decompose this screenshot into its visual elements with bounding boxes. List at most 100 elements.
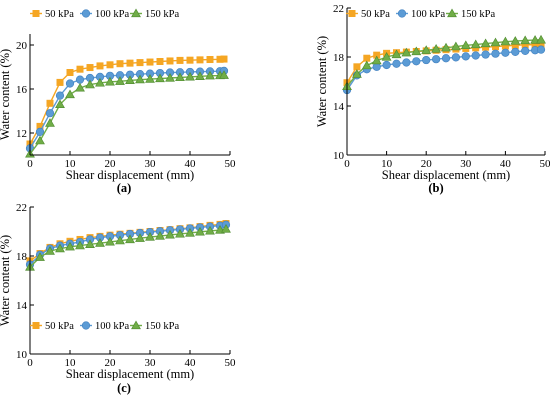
data-point-s2-13 [155, 231, 165, 240]
data-point-s1-4 [65, 79, 75, 88]
legend-label-2: 150 kPa [145, 9, 179, 20]
data-point-s2-20 [219, 70, 229, 79]
data-point-s2-15 [175, 72, 185, 82]
x-tick-label: 0 [344, 158, 350, 170]
legend-marker-2 [131, 8, 141, 18]
data-point-s2-4 [65, 89, 75, 99]
x-tick-label: 10 [381, 158, 393, 170]
data-point-s1-20 [536, 45, 546, 54]
data-point-s2-4 [381, 51, 392, 61]
legend-marker-0 [348, 10, 356, 18]
data-point-s2-15 [175, 228, 185, 238]
data-point-s2-7 [95, 238, 105, 247]
x-tick-label: 0 [27, 158, 33, 170]
data-point-s0-20 [220, 55, 228, 63]
data-point-s2-14 [165, 229, 175, 239]
y-tick-label: 14 [333, 101, 345, 113]
x-tick-label: 20 [421, 158, 433, 170]
data-point-s0-6 [86, 64, 94, 72]
x-tick-label: 30 [460, 158, 472, 170]
legend-marker-1 [81, 9, 91, 18]
data-point-s2-2 [45, 246, 55, 255]
data-point-s1-1 [35, 127, 45, 136]
data-point-s1-6 [402, 58, 411, 67]
x-tick-label: 50 [225, 357, 237, 369]
data-point-s2-2 [45, 118, 55, 127]
data-point-s2-6 [85, 239, 95, 248]
data-point-s2-5 [75, 240, 85, 250]
legend-marker-0 [32, 321, 40, 329]
data-point-s1-3 [55, 91, 65, 100]
data-point-s2-6 [401, 47, 412, 57]
data-point-s2-20 [221, 224, 231, 233]
x-tick-label: 20 [105, 357, 117, 369]
data-point-s2-5 [75, 82, 85, 92]
data-point-s2-15 [490, 37, 501, 47]
data-point-s1-16 [501, 48, 510, 57]
y-tick-label: 10 [16, 349, 28, 361]
data-point-s0-1 [353, 63, 361, 71]
data-point-s0-17 [196, 56, 204, 64]
data-point-s0-9 [116, 60, 124, 68]
data-point-s2-17 [195, 71, 205, 80]
y-axis-label: Water content (%) [315, 36, 329, 127]
data-point-s1-9 [432, 55, 441, 64]
data-point-s2-4 [65, 241, 75, 251]
x-axis-label: Shear displacement (mm) [66, 168, 194, 182]
legend-label-2: 150 kPa [461, 9, 495, 20]
legend-label-1: 100 kPa [95, 321, 129, 332]
data-point-s1-8 [422, 55, 431, 65]
data-point-s2-14 [480, 38, 491, 48]
legend-label-0: 50 kPa [45, 321, 74, 332]
data-point-s1-18 [521, 46, 530, 55]
data-point-s2-3 [55, 243, 65, 253]
data-point-s1-17 [511, 47, 520, 56]
data-point-s2-9 [431, 44, 442, 53]
x-tick-label: 40 [185, 357, 197, 369]
data-point-s2-18 [520, 35, 531, 45]
data-point-s2-10 [441, 42, 451, 52]
data-point-s2-6 [85, 79, 95, 89]
x-axis-label: Shear displacement (mm) [382, 168, 510, 182]
data-point-s2-8 [421, 45, 432, 54]
data-point-s2-17 [195, 226, 205, 236]
data-point-s0-7 [96, 62, 104, 70]
y-tick-label: 10 [333, 150, 345, 162]
x-axis-label: Shear displacement (mm) [66, 367, 194, 381]
data-point-s2-13 [470, 39, 481, 49]
panel-label: (b) [428, 181, 443, 195]
x-tick-label: 50 [540, 158, 550, 170]
x-tick-label: 30 [145, 357, 157, 369]
data-point-s2-17 [510, 36, 521, 45]
x-tick-label: 40 [500, 158, 512, 170]
data-point-s2-11 [450, 41, 461, 51]
x-tick-label: 10 [65, 357, 77, 369]
x-tick-label: 30 [145, 158, 157, 170]
data-point-s1-5 [392, 59, 401, 68]
panel-label: (a) [117, 181, 132, 195]
data-point-s2-8 [105, 236, 115, 246]
data-point-s0-13 [156, 57, 164, 65]
data-point-s1-2 [45, 109, 55, 118]
data-point-s2-7 [95, 77, 105, 87]
data-point-s0-15 [176, 56, 184, 64]
x-tick-label: 0 [27, 357, 33, 369]
legend-marker-2 [447, 8, 457, 18]
legend-label-1: 100 kPa [95, 9, 129, 20]
data-point-s1-14 [481, 50, 490, 59]
y-axis-label: Water content (%) [0, 49, 12, 140]
data-point-s2-12 [145, 232, 155, 241]
data-point-s2-2 [361, 60, 372, 70]
data-point-s1-5 [75, 75, 85, 84]
data-point-s2-5 [391, 49, 402, 59]
data-point-s0-12 [146, 58, 154, 66]
data-point-s2-3 [371, 55, 382, 65]
y-tick-label: 14 [16, 300, 28, 312]
data-point-s2-16 [500, 36, 511, 46]
data-point-s2-10 [125, 234, 135, 244]
data-point-s0-5 [76, 65, 84, 73]
y-tick-label: 18 [16, 251, 28, 263]
legend-label-0: 50 kPa [361, 9, 390, 20]
data-point-s2-8 [105, 76, 115, 86]
data-point-s2-1 [351, 69, 362, 78]
